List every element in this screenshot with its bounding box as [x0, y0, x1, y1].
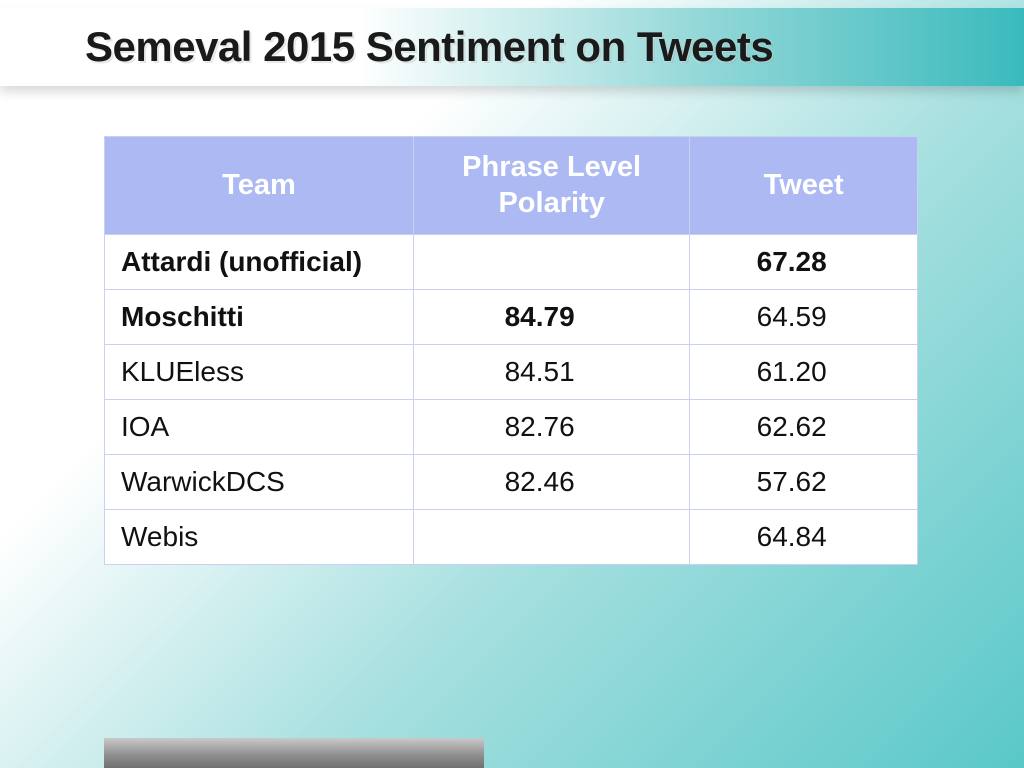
table-row: IOA82.7662.62 [105, 399, 918, 454]
cell-phrase: 84.79 [413, 289, 689, 344]
cell-phrase: 82.46 [413, 454, 689, 509]
cell-tweet: 64.59 [690, 289, 918, 344]
table-row: Moschitti84.7964.59 [105, 289, 918, 344]
cell-team: Attardi (unofficial) [105, 234, 414, 289]
cell-phrase: 84.51 [413, 344, 689, 399]
slide-title: Semeval 2015 Sentiment on Tweets [85, 23, 773, 71]
col-tweet: Tweet [690, 137, 918, 235]
cell-tweet: 57.62 [690, 454, 918, 509]
cell-team: IOA [105, 399, 414, 454]
cell-phrase: 82.76 [413, 399, 689, 454]
cell-phrase [413, 509, 689, 564]
cell-tweet: 61.20 [690, 344, 918, 399]
col-team: Team [105, 137, 414, 235]
cell-tweet: 64.84 [690, 509, 918, 564]
footer-bar [104, 738, 484, 768]
cell-tweet: 62.62 [690, 399, 918, 454]
table-row: WarwickDCS82.4657.62 [105, 454, 918, 509]
table: Team Phrase Level Polarity Tweet Attardi… [104, 136, 918, 565]
cell-tweet: 67.28 [690, 234, 918, 289]
results-table: Team Phrase Level Polarity Tweet Attardi… [104, 136, 918, 565]
cell-phrase [413, 234, 689, 289]
table-row: Attardi (unofficial) 67.28 [105, 234, 918, 289]
table-row: Webis 64.84 [105, 509, 918, 564]
cell-team: Moschitti [105, 289, 414, 344]
cell-team: KLUEless [105, 344, 414, 399]
col-phrase: Phrase Level Polarity [413, 137, 689, 235]
cell-team: WarwickDCS [105, 454, 414, 509]
cell-team: Webis [105, 509, 414, 564]
table-header-row: Team Phrase Level Polarity Tweet [105, 137, 918, 235]
table-row: KLUEless84.5161.20 [105, 344, 918, 399]
title-bar: Semeval 2015 Sentiment on Tweets [0, 8, 1024, 86]
